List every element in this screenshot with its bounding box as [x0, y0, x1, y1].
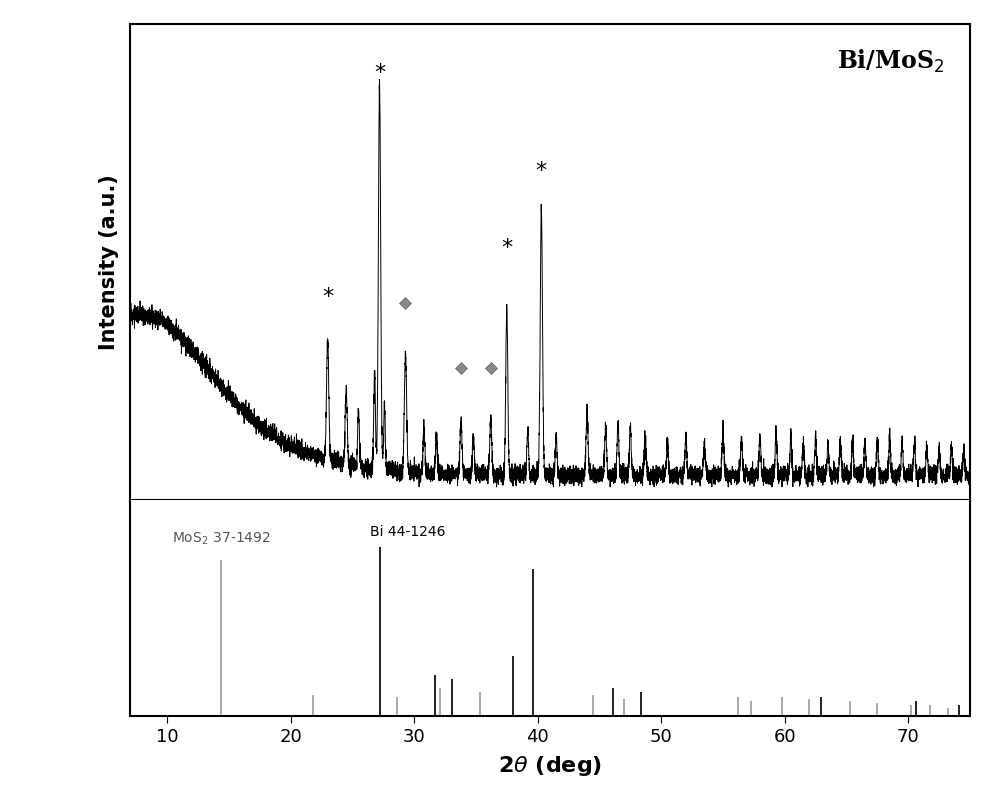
- X-axis label: 2$\theta$ (deg): 2$\theta$ (deg): [498, 754, 602, 778]
- Text: *: *: [322, 287, 333, 307]
- Y-axis label: Intensity (a.u.): Intensity (a.u.): [99, 174, 119, 349]
- Text: Bi/MoS$_2$: Bi/MoS$_2$: [837, 47, 945, 75]
- Text: *: *: [536, 161, 547, 181]
- Text: *: *: [374, 63, 385, 83]
- Text: Bi 44-1246: Bi 44-1246: [370, 525, 446, 538]
- Text: MoS$_2$ 37-1492: MoS$_2$ 37-1492: [172, 531, 271, 548]
- Text: *: *: [501, 238, 512, 258]
